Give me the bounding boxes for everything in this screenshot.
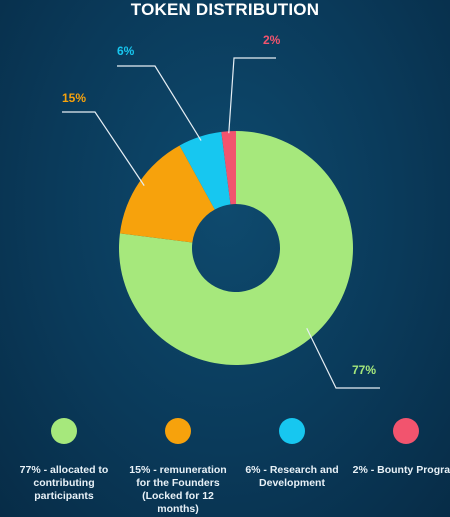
slice-bounty <box>221 131 236 205</box>
data-label-bounty: 2% <box>263 33 281 47</box>
legend-item-contributors: 77% - allocated to contributing particip… <box>8 418 120 503</box>
slice-research <box>179 131 231 210</box>
leader-line-contributors <box>306 327 380 389</box>
legend-dot-research <box>279 418 305 444</box>
chart-title: TOKEN DISTRIBUTION <box>130 0 320 19</box>
legend-item-founders: 15% - remuneration for the Founders (Loc… <box>122 418 234 516</box>
data-label-founders: 15% <box>62 91 86 105</box>
legend-dot-contributors <box>51 418 77 444</box>
legend-item-research: 6% - Research and Development <box>236 418 348 490</box>
data-label-research: 6% <box>117 44 135 58</box>
legend-dot-founders <box>165 418 191 444</box>
leader-line-founders <box>62 111 145 186</box>
slice-contributors <box>119 131 354 366</box>
slice-founders <box>119 145 215 243</box>
legend-label-founders: 15% - remuneration for the Founders (Loc… <box>129 464 227 515</box>
legend-label-bounty: 2% - Bounty Program <box>352 464 450 476</box>
legend-label-research: 6% - Research and Development <box>245 464 339 489</box>
data-label-contributors: 77% <box>352 363 376 377</box>
leader-line-bounty <box>228 57 276 134</box>
legend-dot-bounty <box>393 418 419 444</box>
leader-line-research <box>117 65 202 141</box>
legend-label-contributors: 77% - allocated to contributing particip… <box>19 464 109 502</box>
legend-item-bounty: 2% - Bounty Program <box>350 418 450 477</box>
